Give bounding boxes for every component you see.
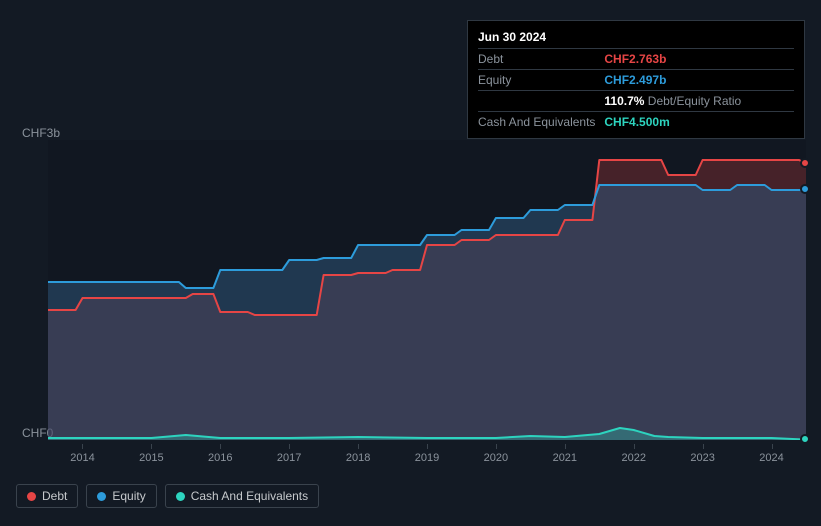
- tooltip-label: Debt: [478, 49, 604, 70]
- tooltip-value: CHF2.763b: [604, 49, 794, 70]
- x-tick-label: 2015: [139, 452, 163, 464]
- legend-item-cash[interactable]: Cash And Equivalents: [165, 484, 319, 508]
- x-tick-label: 2022: [621, 452, 645, 464]
- x-tick-label: 2019: [415, 452, 439, 464]
- tooltip-label: Equity: [478, 70, 604, 91]
- debt-equity-chart: Jun 30 2024 Debt CHF2.763b Equity CHF2.4…: [0, 0, 821, 526]
- tooltip-row-debt: Debt CHF2.763b: [478, 49, 794, 70]
- legend: Debt Equity Cash And Equivalents: [16, 484, 319, 508]
- tooltip-label: [478, 91, 604, 112]
- tooltip-row-equity: Equity CHF2.497b: [478, 70, 794, 91]
- x-tick-label: 2017: [277, 452, 301, 464]
- x-axis: 2014 2015 2016 2017 2018 2019 2020 2021 2022 2023…: [48, 452, 806, 466]
- plot-svg: [48, 140, 806, 440]
- plot-area[interactable]: [48, 140, 806, 440]
- x-tick-label: 2016: [208, 452, 232, 464]
- series-end-dot: [800, 158, 810, 168]
- tooltip-ratio-text: Debt/Equity Ratio: [648, 94, 741, 108]
- x-tick-label: 2018: [346, 452, 370, 464]
- legend-item-equity[interactable]: Equity: [86, 484, 156, 508]
- legend-label: Equity: [112, 489, 145, 503]
- x-tick-label: 2021: [553, 452, 577, 464]
- y-axis-top-label: CHF3b: [22, 126, 60, 140]
- legend-dot-icon: [97, 492, 106, 501]
- tooltip-table: Debt CHF2.763b Equity CHF2.497b 110.7% D…: [478, 48, 794, 132]
- series-end-dot: [800, 184, 810, 194]
- legend-dot-icon: [27, 492, 36, 501]
- legend-dot-icon: [176, 492, 185, 501]
- x-tick-label: 2023: [690, 452, 714, 464]
- legend-item-debt[interactable]: Debt: [16, 484, 78, 508]
- tooltip-label: Cash And Equivalents: [478, 112, 604, 133]
- tooltip-date: Jun 30 2024: [478, 27, 794, 48]
- legend-label: Debt: [42, 489, 67, 503]
- tooltip-ratio-value: 110.7%: [604, 94, 644, 108]
- tooltip-ratio: 110.7% Debt/Equity Ratio: [604, 91, 794, 112]
- x-tick-label: 2020: [484, 452, 508, 464]
- x-tick-label: 2024: [759, 452, 783, 464]
- x-tick-label: 2014: [70, 452, 94, 464]
- tooltip-value: CHF4.500m: [604, 112, 794, 133]
- tooltip-row-cash: Cash And Equivalents CHF4.500m: [478, 112, 794, 133]
- legend-label: Cash And Equivalents: [191, 489, 308, 503]
- series-end-dot: [800, 434, 810, 444]
- tooltip-value: CHF2.497b: [604, 70, 794, 91]
- chart-tooltip: Jun 30 2024 Debt CHF2.763b Equity CHF2.4…: [467, 20, 805, 139]
- tooltip-row-ratio: 110.7% Debt/Equity Ratio: [478, 91, 794, 112]
